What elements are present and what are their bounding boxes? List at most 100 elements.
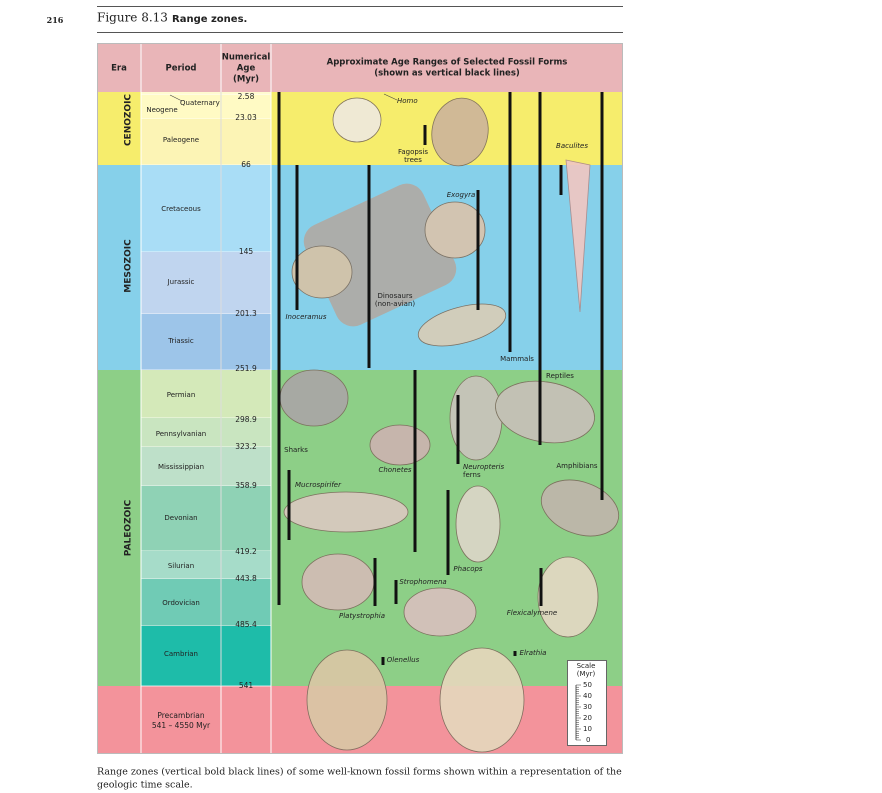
fossil-label: Amphibians [556,462,598,470]
period-cell [141,119,271,165]
column-header: (Myr) [233,75,259,85]
period-cell [141,95,271,119]
fossil-label: Mammals [500,355,534,363]
period-cell [141,486,271,551]
scale-tick-label: 50 [583,681,592,689]
fossil-label: ferns [463,471,481,479]
period-cell [141,579,271,626]
period-cell [141,551,271,579]
fossil-label: Sharks [284,446,308,454]
column-header: Approximate Age Ranges of Selected Fossi… [327,58,568,68]
age-label: 419.2 [235,547,257,556]
age-label: 485.4 [235,620,257,629]
fossil-image [403,587,477,637]
period-label: Quaternary [180,99,220,107]
column-header: (shown as vertical black lines) [374,69,520,79]
era-label: PALEOZOIC [124,499,134,556]
fossil-image [301,553,375,611]
age-label: 358.9 [235,481,257,490]
age-label: 443.8 [235,574,257,583]
fossil-image [332,97,382,143]
column-header: Age [237,64,256,74]
fossil-label: Mucrospirifer [295,481,342,489]
fossil-label: Inoceramus [285,313,326,321]
age-label: 251.9 [235,364,257,373]
fossil-image [424,201,486,259]
fossil-label: (non-avian) [375,300,416,308]
scale-title: (Myr) [577,670,596,678]
era-label: MESOZOIC [124,239,134,293]
leader [383,93,398,101]
table-frame [97,43,623,754]
period-label: Paleogene [163,136,199,144]
age-label: 2.58 [238,92,255,101]
fossil-image [439,647,525,753]
age-label: 541 [239,681,254,690]
scale-tick-label: 30 [583,703,592,711]
period-cell [141,165,271,252]
period-cell [141,447,271,486]
fossil-image [455,485,501,563]
precambrian-range: 541 – 4550 Myr [152,721,211,730]
fossil-label: Baculites [556,142,588,150]
column-header: Period [165,64,196,74]
fossil-image [283,491,409,533]
age-label: 298.9 [235,415,257,424]
fossil-image [565,159,591,313]
age-label: 23.03 [235,113,257,122]
column-header: Era [111,64,127,74]
age-label: 66 [241,160,251,169]
fossil-label: Fagopsis [398,148,428,156]
fossil-label: trees [404,156,422,164]
period-label: Permian [167,391,196,399]
period-label: Jurassic [167,278,195,286]
precambrian-label: Precambrian [157,711,204,720]
caption: Range zones (vertical bold black lines) … [97,767,622,778]
scale-tick-label: 10 [583,725,592,733]
column-header: Numerical [222,53,271,63]
era-label: CENOZOIC [124,94,134,146]
period-label: Devonian [164,514,197,522]
period-cell [141,370,271,418]
fossil-label: Exogyra [447,191,476,199]
fossil-label: Reptiles [546,372,574,380]
header-band [97,43,623,92]
scale-tick-label: 40 [583,692,592,700]
fossil-image [369,424,431,466]
fossil-label: Platystrophia [339,612,385,620]
period-label: Cambrian [164,650,198,658]
period-label: Triassic [167,337,194,345]
period-label: Neogene [146,106,177,114]
page-number: 216 [47,15,64,25]
age-label: 323.2 [235,442,257,451]
period-cell [141,92,271,95]
period-label: Silurian [168,562,194,570]
fossil-label: Elrathia [520,649,547,657]
fossil-label: Chonetes [378,466,411,474]
fossil-label: Olenellus [387,656,420,664]
fossil-label: Neuropteris [463,463,504,471]
fossil-image [537,556,599,638]
fossil-label: Dinosaurs [378,292,413,300]
period-cell [141,314,271,370]
fossil-image [417,303,507,347]
fossil-image [540,479,620,537]
period-label: Pennsylvanian [156,430,206,438]
figure-label: Figure 8.13 [97,11,168,25]
fossil-image [431,97,489,167]
period-label: Mississippian [158,463,204,471]
age-label: 201.3 [235,309,257,318]
period-label: Cretaceous [161,205,201,213]
fossil-label: Strophomena [399,578,446,586]
age-label: 145 [239,247,254,256]
period-cell [141,252,271,314]
fossil-image [279,369,349,427]
scale-tick-label: 0 [586,736,590,744]
period-cell [141,418,271,447]
scale-box [567,660,607,746]
fossil-label: Homo [397,97,418,105]
scale-tick-label: 20 [583,714,592,722]
fossil-image [291,245,353,299]
period-label: Ordovician [162,599,200,607]
